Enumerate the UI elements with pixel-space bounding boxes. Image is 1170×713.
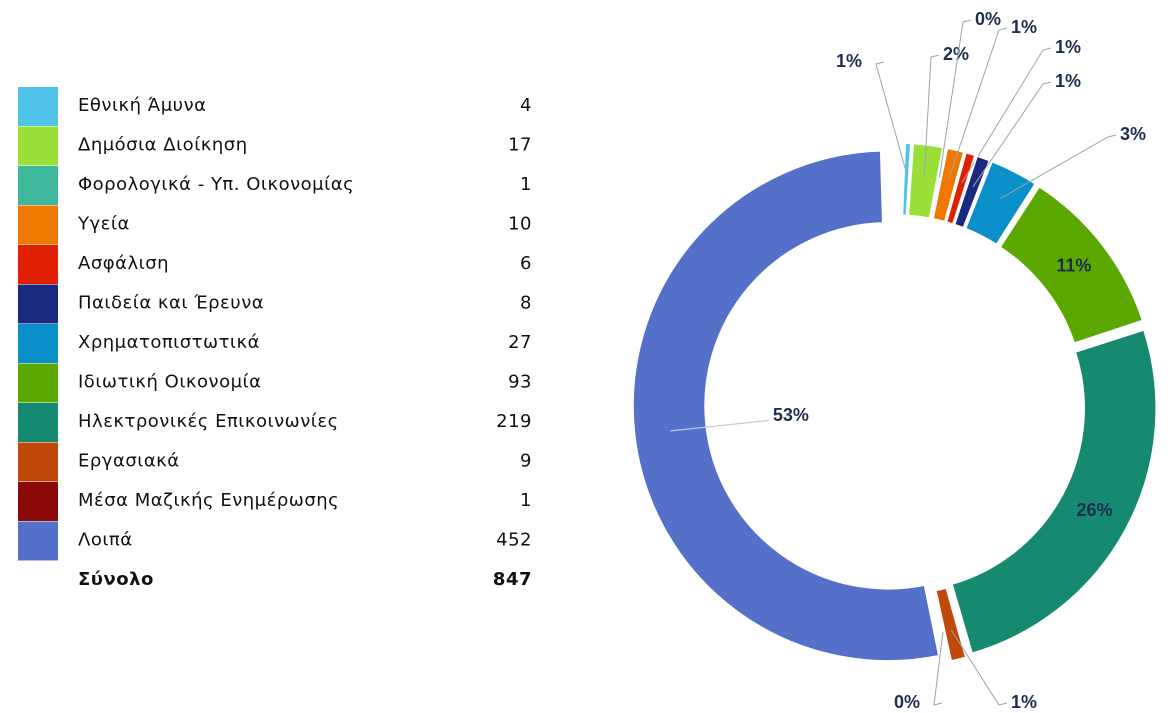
slice-label: 0% (894, 692, 920, 712)
slice-label: 1% (1011, 17, 1037, 37)
legend-swatch (18, 126, 58, 166)
legend-value: 6 (520, 253, 532, 274)
slice (951, 329, 1157, 655)
legend-swatch (18, 403, 58, 442)
slice-label: 2% (943, 44, 969, 64)
slice (945, 151, 976, 225)
leader-line (948, 27, 1008, 180)
slice (930, 146, 947, 220)
slice-label: 53% (773, 405, 809, 425)
legend-value: 27 (508, 332, 532, 353)
slice-label: 1% (836, 51, 862, 71)
legend-label: Υγεία (77, 214, 130, 235)
legend-swatch (18, 205, 58, 245)
legend-swatch (18, 442, 58, 482)
legend-label: Δημόσια Διοίκηση (78, 135, 248, 156)
slice-label: 1% (1011, 692, 1037, 712)
slice (932, 147, 965, 223)
slice-label: 11% (1056, 256, 1091, 276)
legend-value: 219 (496, 411, 532, 432)
legend-label: Χρηματοπιστωτικά (78, 332, 260, 353)
legend-value: 1 (520, 174, 532, 195)
legend-swatch (18, 166, 58, 205)
slice (934, 587, 967, 662)
leader-line (875, 61, 908, 174)
legend-value: 9 (520, 451, 532, 472)
leader-line (923, 54, 940, 175)
slice-label: 0% (975, 9, 1001, 29)
legend-label: Μέσα Μαζικής Ενημέρωσης (78, 490, 339, 511)
leader-line (933, 631, 944, 706)
slice (953, 155, 991, 229)
legend-value: 1 (520, 490, 532, 511)
legend-label: Λοιπά (78, 530, 133, 551)
slice (901, 142, 912, 217)
slice-label: 3% (1120, 124, 1146, 144)
slice (999, 185, 1144, 345)
leader-line (1000, 134, 1117, 199)
legend-label: Φορολογικά - Υπ. Οικονομίας (78, 174, 354, 195)
legend-label: Εθνική Άμυνα (78, 95, 207, 116)
legend-swatch (18, 245, 58, 284)
legend-value: 17 (508, 135, 532, 156)
slice-label: 1% (1055, 71, 1081, 91)
legend-value: 93 (508, 372, 532, 393)
slice (632, 150, 940, 662)
legend-swatch (18, 482, 58, 521)
legend-value: 4 (520, 95, 532, 116)
legend-swatch (18, 284, 58, 324)
legend-value: 10 (508, 214, 532, 235)
slice (933, 589, 951, 663)
legend-value: 8 (520, 293, 532, 314)
leader-line (972, 81, 1052, 187)
legend-swatch (18, 324, 58, 363)
slice-label: 1% (1055, 37, 1081, 57)
legend-value: 452 (496, 530, 532, 551)
legend-label: Παιδεία και Έρευνα (78, 293, 264, 314)
total-value: 847 (493, 569, 532, 590)
legend-label: Ιδιωτική Οικονομία (78, 372, 262, 393)
total-label: Σύνολο (78, 569, 154, 590)
legend-swatch (18, 363, 58, 403)
leader-line (950, 629, 1008, 706)
legend-label: Ασφάλιση (78, 253, 169, 274)
slice-label: 26% (1077, 500, 1113, 520)
legend-swatch (18, 87, 58, 126)
legend-label: Ηλεκτρονικές Επικοινωνίες (78, 411, 339, 432)
leader-line (670, 419, 769, 432)
slice (907, 142, 944, 220)
slice (964, 160, 1037, 246)
leader-line (938, 19, 972, 178)
legend-swatch (18, 521, 58, 561)
leader-line (961, 47, 1052, 184)
legend-label: Εργασιακά (78, 451, 180, 472)
